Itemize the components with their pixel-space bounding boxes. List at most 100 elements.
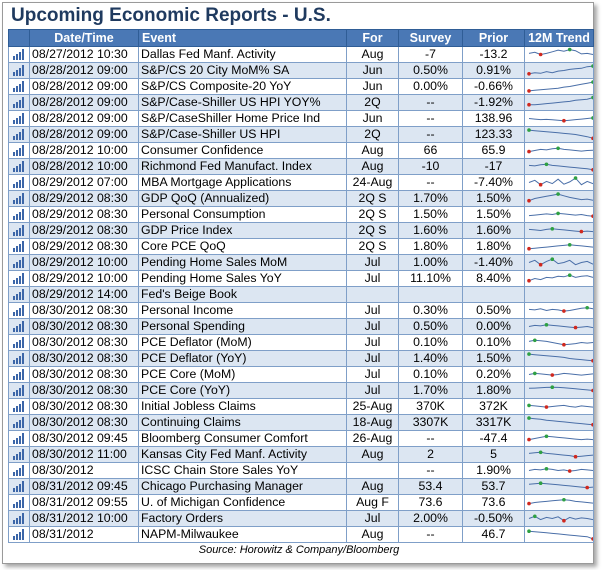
for-cell (346, 286, 399, 303)
bar-chart-icon[interactable] (8, 334, 30, 351)
table-row[interactable]: 08/28/2012 09:00 S&P/CaseShiller Home Pri… (8, 110, 594, 127)
date-time-cell: 08/29/2012 07:00 (29, 174, 139, 191)
bar-chart-icon[interactable] (8, 78, 30, 95)
sparkline-high-marker (591, 95, 593, 100)
sparkline-path (528, 515, 593, 522)
sparkline-low-marker (550, 373, 555, 377)
table-row[interactable]: 08/28/2012 09:00 S&P/CS Composite-20 YoY J… (8, 78, 594, 95)
bar-chart-icon[interactable] (8, 190, 30, 207)
table-row[interactable]: 08/28/2012 10:00 Consumer Confidence Aug 66… (8, 142, 594, 159)
bar-chart-icon[interactable] (8, 382, 30, 399)
prior-cell: -1.40% (462, 254, 525, 271)
bar-chart-icon[interactable] (8, 318, 30, 335)
bar-chart-icon[interactable] (8, 158, 30, 175)
table-row[interactable]: 08/29/2012 10:00 Pending Home Sales MoM Ju… (8, 254, 594, 271)
bar-chart-icon[interactable] (8, 462, 30, 479)
for-cell: 25-Aug (346, 398, 399, 415)
bar-chart-icon[interactable] (8, 238, 30, 255)
sparkline-low-marker (573, 325, 578, 330)
table-row[interactable]: 08/30/2012 08:30 PCE Core (MoM) Jul 0.10% 0.… (8, 366, 594, 383)
bar-chart-icon[interactable] (8, 494, 30, 511)
event-cell: Pending Home Sales YoY (138, 270, 347, 287)
bar-chart-icon[interactable] (8, 254, 30, 271)
bar-chart-icon[interactable] (8, 366, 30, 383)
date-time-cell: 08/30/2012 08:30 (29, 334, 139, 351)
table-row[interactable]: 08/30/2012 08:30 Continuing Claims 18-Aug 3… (8, 414, 594, 431)
event-cell: ICSC Chain Store Sales YoY (138, 462, 347, 479)
prior-cell: 0.20% (462, 366, 525, 383)
sparkline-path (528, 65, 593, 75)
date-time-cell: 08/30/2012 08:30 (29, 350, 139, 367)
prior-cell: 53.7 (462, 478, 525, 495)
prior-cell: 1.90% (462, 462, 525, 479)
bar-chart-icon[interactable] (8, 142, 30, 159)
sparkline-high-marker (591, 116, 593, 120)
bar-chart-icon[interactable] (8, 510, 30, 527)
table-row[interactable]: 08/29/2012 08:30 GDP QoQ (Annualized) 2Q S… (8, 190, 594, 207)
trend-sparkline (524, 446, 594, 463)
bar-chart-icon[interactable] (8, 206, 30, 223)
bar-chart-icon[interactable] (8, 286, 30, 303)
table-row[interactable]: 08/29/2012 08:30 Core PCE QoQ 2Q S 1.80% 1.8… (8, 238, 594, 255)
date-time-cell: 08/31/2012 09:55 (29, 494, 139, 511)
table-row[interactable]: 08/31/2012 09:45 Chicago Purchasing Manag… (8, 478, 594, 495)
table-row[interactable]: 08/30/2012 08:30 PCE Core (YoY) Jul 1.70% 1.… (8, 382, 594, 399)
survey-header: Survey (398, 29, 463, 47)
table-row[interactable]: 08/29/2012 08:30 GDP Price Index 2Q S 1.60%… (8, 222, 594, 239)
table-row[interactable]: 08/30/2012 09:45 Bloomberg Consumer Comfo… (8, 430, 594, 447)
bar-chart-icon[interactable] (8, 222, 30, 239)
bar-chart-icon[interactable] (8, 126, 30, 143)
table-row[interactable]: 08/31/2012 10:00 Factory Orders Jul 2.00% -0… (8, 510, 594, 527)
table-row[interactable]: 08/30/2012 08:30 Initial Jobless Claims 25… (8, 398, 594, 415)
trend-sparkline (524, 382, 594, 399)
sparkline-high-marker (556, 211, 560, 216)
survey-cell: 1.40% (398, 350, 463, 367)
table-row[interactable]: 08/27/2012 10:30 Dallas Fed Manf. Activit… (8, 46, 594, 63)
bar-chart-icon[interactable] (8, 302, 30, 319)
sparkline-low-marker (527, 501, 531, 506)
table-row[interactable]: 08/31/2012 09:55 U. of Michigan Confidenc… (8, 494, 594, 511)
prior-cell: 1.80% (462, 382, 525, 399)
date-time-cell: 08/31/2012 09:45 (29, 478, 139, 495)
sparkline-path (528, 177, 593, 186)
bar-chart-icon[interactable] (8, 94, 30, 111)
bar-chart-icon[interactable] (8, 350, 30, 367)
bar-chart-icon[interactable] (8, 110, 30, 127)
date-time-cell: 08/29/2012 14:00 (29, 286, 139, 303)
sparkline-path (528, 468, 593, 472)
sparkline-high-marker (585, 305, 589, 310)
event-header: Event (138, 29, 347, 47)
table-row[interactable]: 08/29/2012 07:00 MBA Mortgage Application… (8, 174, 594, 191)
for-cell: 2Q (346, 126, 399, 143)
table-row[interactable]: 08/30/2012 08:30 Personal Income Jul 0.30% 0… (8, 302, 594, 319)
table-row[interactable]: 08/28/2012 09:00 S&P/Case-Shiller US HPI 2… (8, 126, 594, 143)
survey-cell: -- (398, 174, 463, 191)
table-row[interactable]: 08/30/2012 ICSC Chain Store Sales YoY -- 1.… (8, 462, 594, 479)
trend-sparkline (524, 430, 594, 447)
table-row[interactable]: 08/31/2012 NAPM-Milwaukee Aug -- 46.7 (8, 526, 594, 543)
trend-sparkline (524, 254, 594, 271)
bar-chart-icon[interactable] (8, 526, 30, 543)
table-row[interactable]: 08/29/2012 08:30 Personal Consumption 2Q S… (8, 206, 594, 223)
table-row[interactable]: 08/28/2012 09:00 S&P/Case-Shiller US HPI … (8, 94, 594, 111)
bar-chart-icon[interactable] (8, 270, 30, 287)
survey-cell: -7 (398, 46, 463, 63)
table-row[interactable]: 08/30/2012 08:30 PCE Deflator (MoM) Jul 0.1… (8, 334, 594, 351)
bar-chart-icon[interactable] (8, 398, 30, 415)
table-row[interactable]: 08/28/2012 10:00 Richmond Fed Manufact. I… (8, 158, 594, 175)
bar-chart-icon[interactable] (8, 478, 30, 495)
bar-chart-icon[interactable] (8, 62, 30, 79)
table-row[interactable]: 08/29/2012 14:00 Fed's Beige Book (8, 286, 594, 303)
bar-chart-icon[interactable] (8, 446, 30, 463)
bar-chart-icon[interactable] (8, 46, 30, 63)
table-row[interactable]: 08/30/2012 08:30 PCE Deflator (YoY) Jul 1.4… (8, 350, 594, 367)
table-row[interactable]: 08/28/2012 09:00 S&P/CS 20 City MoM% SA Ju… (8, 62, 594, 79)
bar-chart-icon[interactable] (8, 174, 30, 191)
table-row[interactable]: 08/30/2012 08:30 Personal Spending Jul 0.50… (8, 318, 594, 335)
for-cell: Jul (346, 366, 399, 383)
sparkline-high-marker (550, 227, 555, 231)
table-row[interactable]: 08/29/2012 10:00 Pending Home Sales YoY Ju… (8, 270, 594, 287)
table-row[interactable]: 08/30/2012 11:00 Kansas City Fed Manf. Ac… (8, 446, 594, 463)
bar-chart-icon[interactable] (8, 430, 30, 447)
bar-chart-icon[interactable] (8, 414, 30, 431)
